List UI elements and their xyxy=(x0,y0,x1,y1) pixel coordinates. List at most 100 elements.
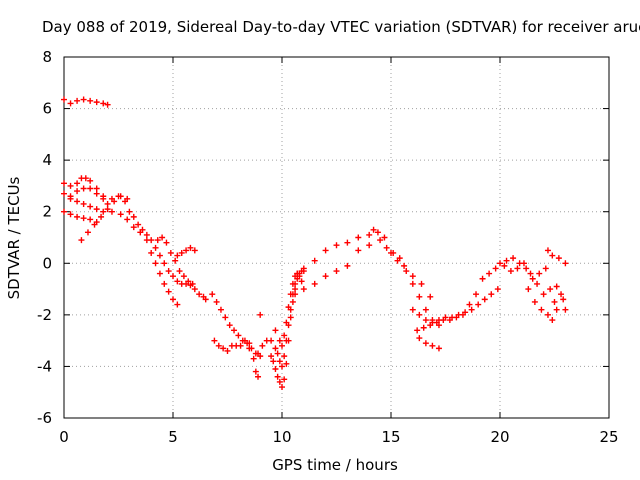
series-track-m xyxy=(246,327,279,362)
data-point xyxy=(196,291,203,298)
data-point xyxy=(311,280,318,287)
data-point xyxy=(459,311,466,318)
data-point xyxy=(420,324,427,331)
data-point xyxy=(100,100,107,107)
data-point xyxy=(87,203,94,210)
data-point xyxy=(268,353,275,360)
data-point xyxy=(374,229,381,236)
data-point xyxy=(377,237,384,244)
series-track-q xyxy=(276,270,305,349)
data-point xyxy=(503,257,510,264)
data-point xyxy=(152,260,159,267)
data-point xyxy=(283,360,290,367)
data-point xyxy=(558,291,565,298)
data-point xyxy=(183,247,190,254)
data-point xyxy=(540,291,547,298)
data-point xyxy=(289,298,296,305)
data-point xyxy=(520,260,527,267)
data-point xyxy=(370,226,377,233)
data-point xyxy=(213,298,220,305)
data-point xyxy=(87,177,94,184)
data-point xyxy=(414,327,421,334)
data-point xyxy=(104,200,111,207)
data-point xyxy=(187,244,194,251)
data-point xyxy=(549,252,556,259)
data-point xyxy=(257,311,264,318)
series-track-x xyxy=(416,335,442,352)
data-point xyxy=(104,206,111,213)
x-tick-label: 25 xyxy=(599,428,618,446)
data-point xyxy=(108,208,115,215)
data-point xyxy=(93,185,100,192)
data-point xyxy=(87,216,94,223)
data-point xyxy=(74,188,81,195)
data-point xyxy=(130,213,137,220)
data-point xyxy=(322,273,329,280)
data-point xyxy=(481,296,488,303)
data-point xyxy=(93,206,100,213)
series-track-v xyxy=(409,286,501,326)
data-point xyxy=(494,286,501,293)
data-point xyxy=(67,193,74,200)
data-point xyxy=(292,286,299,293)
data-point xyxy=(534,280,541,287)
y-tick-label: 8 xyxy=(42,48,52,66)
data-point xyxy=(536,270,543,277)
data-point xyxy=(100,195,107,202)
data-point xyxy=(416,293,423,300)
data-point xyxy=(74,97,81,104)
x-tick-label: 15 xyxy=(381,428,400,446)
data-point xyxy=(418,280,425,287)
data-point xyxy=(67,182,74,189)
data-point xyxy=(252,368,259,375)
data-point xyxy=(156,252,163,259)
data-point xyxy=(276,337,283,344)
data-point xyxy=(355,234,362,241)
data-point xyxy=(176,268,183,275)
data-point xyxy=(172,257,179,264)
x-tick-label: 20 xyxy=(490,428,509,446)
data-point xyxy=(80,96,87,103)
data-point xyxy=(274,350,281,357)
data-point xyxy=(416,311,423,318)
data-point xyxy=(276,378,283,385)
data-point xyxy=(285,304,292,311)
data-point xyxy=(74,198,81,205)
data-point xyxy=(333,268,340,275)
data-point xyxy=(143,237,150,244)
data-point xyxy=(416,335,423,342)
data-point xyxy=(87,185,94,192)
data-point xyxy=(514,265,521,272)
data-point xyxy=(501,262,508,269)
y-tick-label: -2 xyxy=(37,306,52,324)
series-track-y xyxy=(497,252,569,282)
data-point xyxy=(272,327,279,334)
series-track-u xyxy=(370,226,442,329)
data-point xyxy=(80,185,87,192)
data-point xyxy=(222,314,229,321)
data-point xyxy=(409,280,416,287)
data-point xyxy=(409,273,416,280)
data-point xyxy=(80,215,87,222)
data-point xyxy=(165,288,172,295)
series-track-ab xyxy=(544,247,560,324)
data-point xyxy=(91,221,98,228)
data-point xyxy=(170,273,176,280)
series-track-n xyxy=(252,311,264,380)
series-track-c xyxy=(61,190,107,215)
data-point xyxy=(161,260,168,267)
data-point xyxy=(202,296,209,303)
data-point xyxy=(344,262,351,269)
data-point xyxy=(298,278,305,285)
data-point xyxy=(429,342,436,349)
y-tick-label: 0 xyxy=(42,254,52,272)
series-track-h xyxy=(117,211,181,308)
data-point xyxy=(220,345,227,352)
data-point xyxy=(553,306,560,313)
data-point xyxy=(475,301,482,308)
data-point xyxy=(547,286,554,293)
data-point xyxy=(93,190,100,197)
data-point xyxy=(549,317,556,324)
data-point xyxy=(61,96,67,103)
data-point xyxy=(538,306,545,313)
